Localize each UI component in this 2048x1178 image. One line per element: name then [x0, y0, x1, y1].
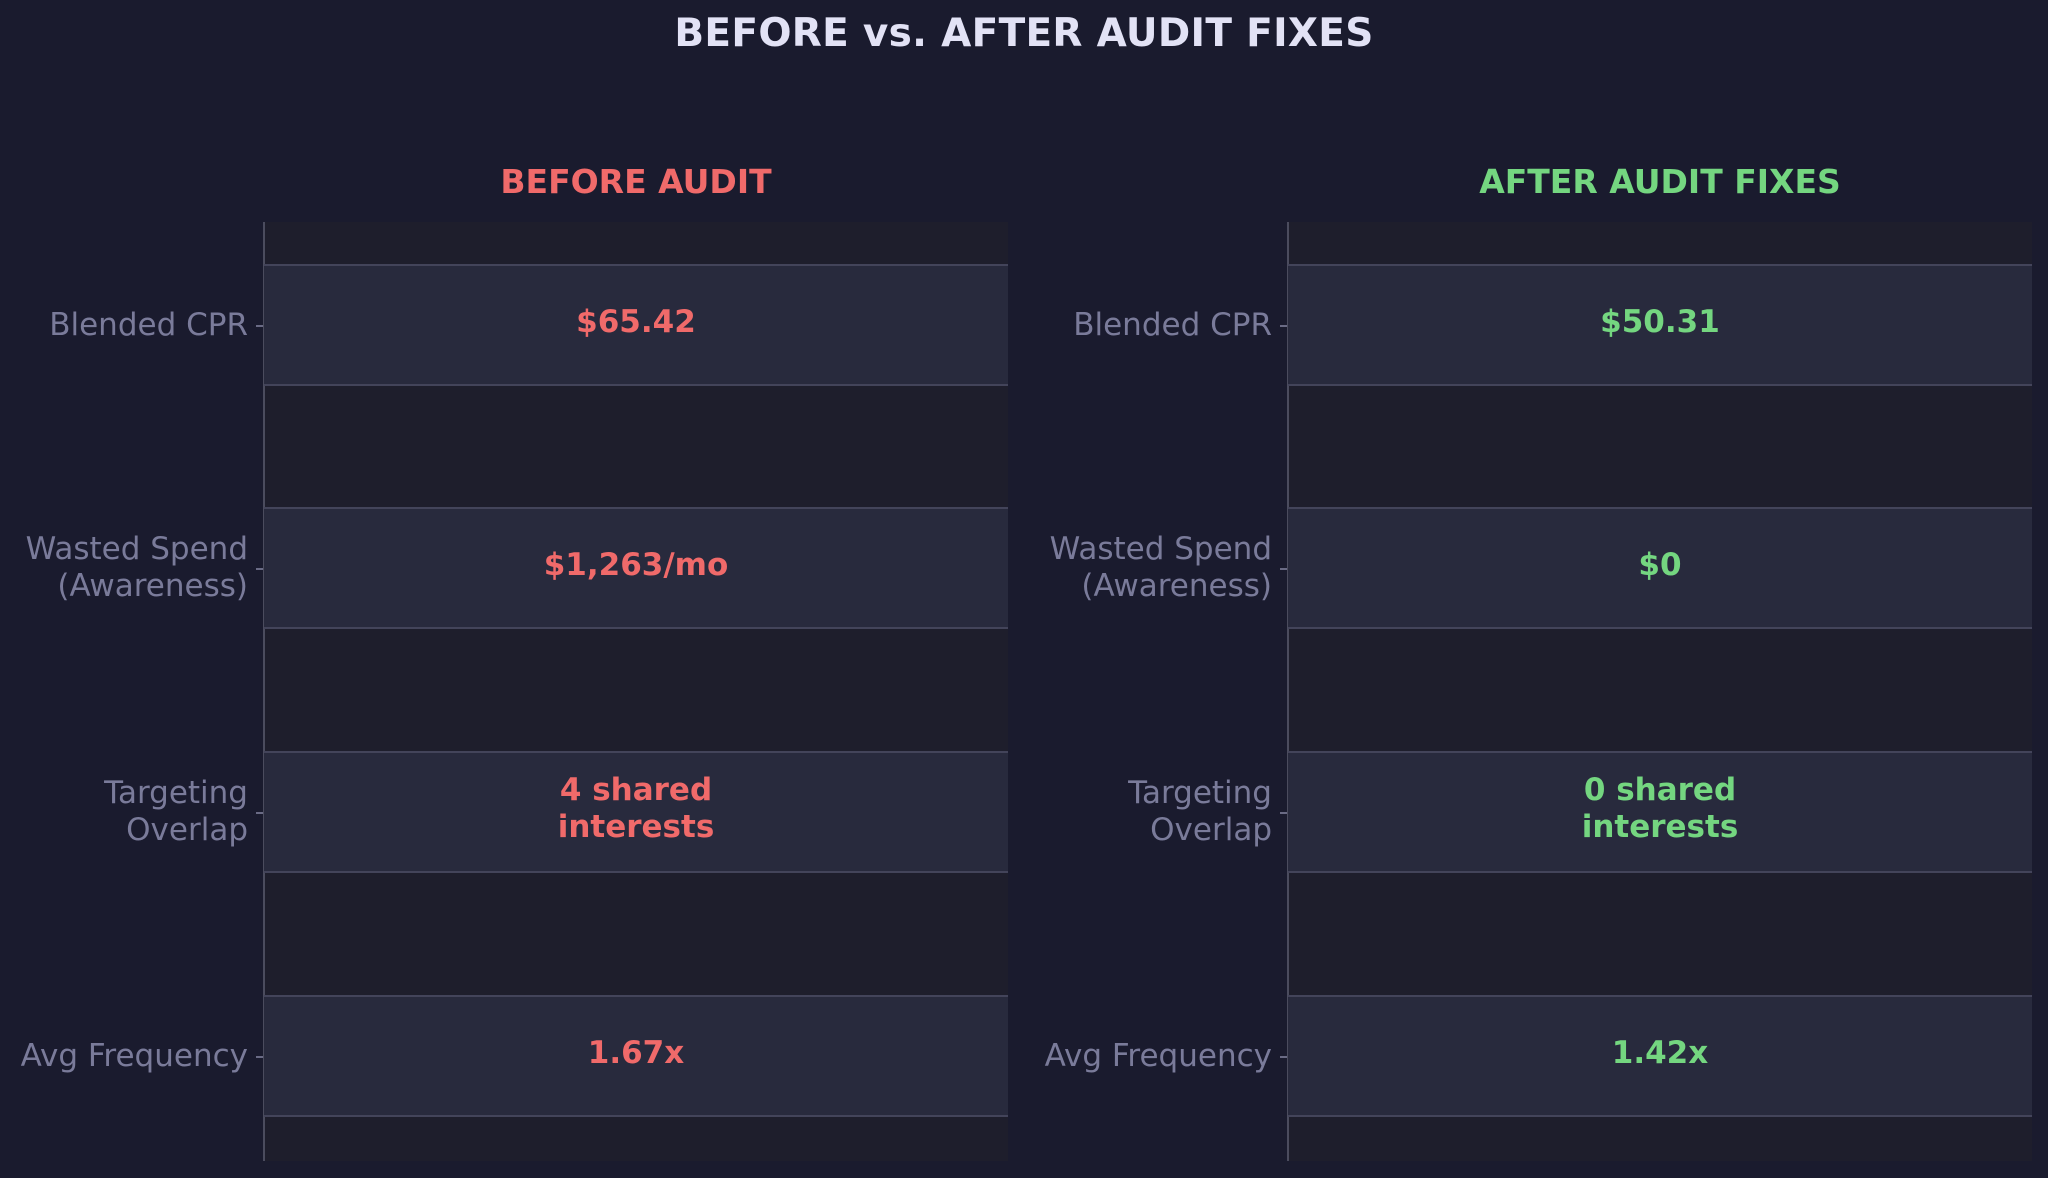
metric-value-before: $1,263/mo: [543, 546, 729, 583]
y-axis-before: [263, 222, 265, 1161]
row-label-after: Targeting Overlap: [1128, 775, 1272, 848]
metric-value-before: 4 shared interests: [557, 772, 715, 845]
y-tick-after: [1280, 325, 1287, 327]
row-label-after: Blended CPR: [1073, 306, 1272, 343]
metric-value-after: 1.42x: [1611, 1034, 1709, 1071]
metric-value-before: $65.42: [576, 303, 696, 340]
row-label-before: Avg Frequency: [20, 1037, 248, 1074]
chart-title: BEFORE vs. AFTER AUDIT FIXES: [674, 11, 1374, 56]
metric-cell-after: [1288, 751, 2032, 873]
y-axis-after: [1287, 222, 1289, 1161]
y-tick-before: [256, 568, 263, 570]
metric-value-after: $50.31: [1600, 303, 1720, 340]
metric-cell-after: [1288, 264, 2032, 386]
metric-value-after: $0: [1638, 546, 1682, 583]
row-label-after: Wasted Spend (Awareness): [1049, 531, 1272, 604]
y-tick-after: [1280, 1056, 1287, 1058]
metric-value-before: 1.67x: [587, 1034, 685, 1071]
y-tick-after: [1280, 568, 1287, 570]
metric-cell-before: [264, 751, 1008, 873]
metric-cell-after: [1288, 995, 2032, 1117]
y-tick-before: [256, 325, 263, 327]
row-label-after: Avg Frequency: [1044, 1037, 1272, 1074]
panel-title-after: AFTER AUDIT FIXES: [1479, 162, 1841, 201]
y-tick-after: [1280, 812, 1287, 814]
y-tick-before: [256, 1056, 263, 1058]
panel-title-before: BEFORE AUDIT: [500, 162, 772, 201]
row-label-before: Blended CPR: [49, 306, 248, 343]
metric-cell-before: [264, 995, 1008, 1117]
metric-cell-before: [264, 507, 1008, 629]
row-label-before: Wasted Spend (Awareness): [25, 531, 248, 604]
y-tick-before: [256, 812, 263, 814]
row-label-before: Targeting Overlap: [104, 775, 248, 848]
metric-value-after: 0 shared interests: [1581, 772, 1739, 845]
metric-cell-after: [1288, 507, 2032, 629]
metric-cell-before: [264, 264, 1008, 386]
